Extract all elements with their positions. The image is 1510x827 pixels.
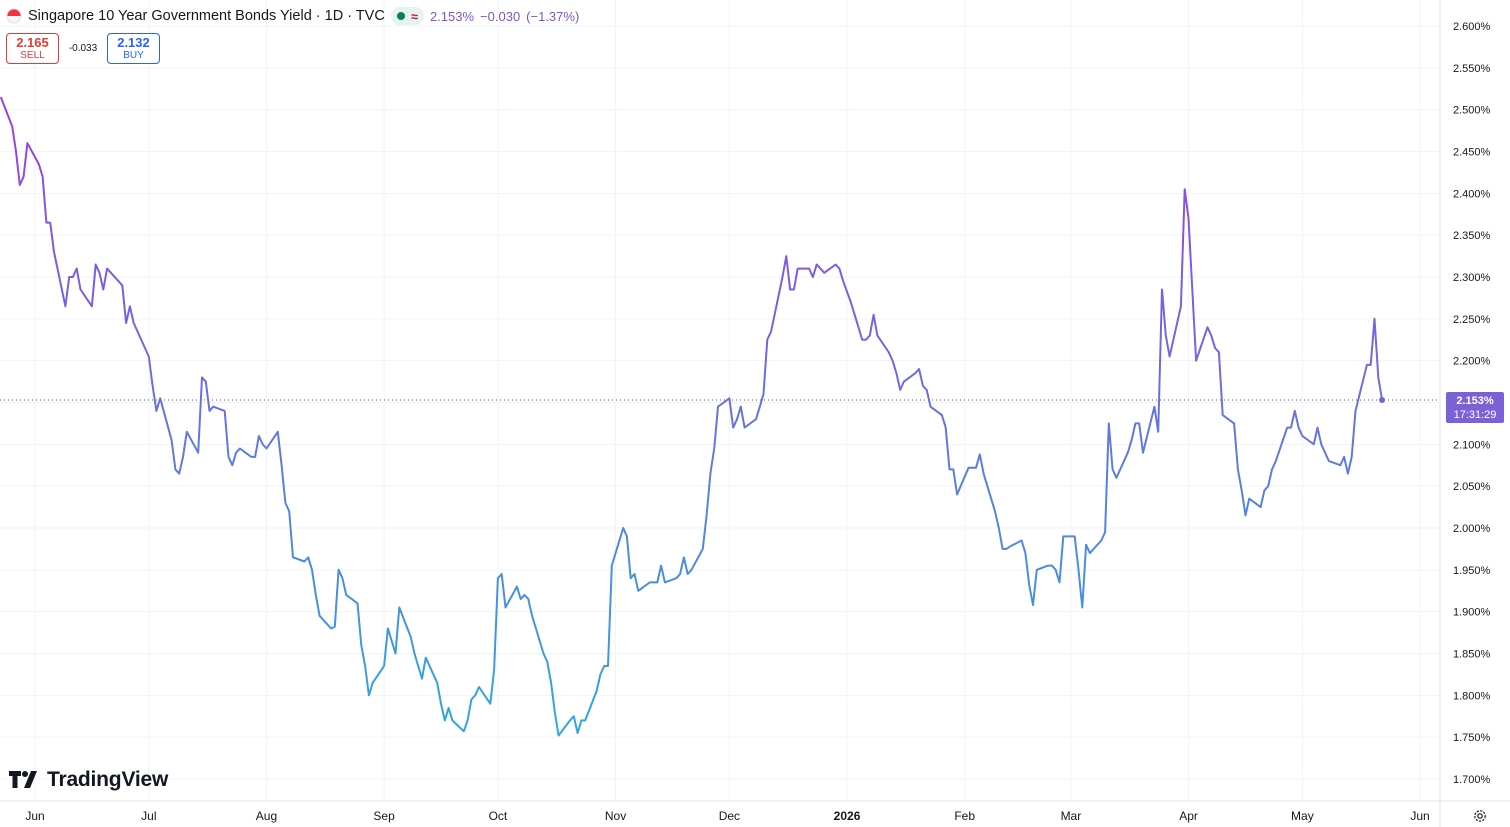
y-tick-label: 1.950% xyxy=(1453,565,1491,577)
y-tick-label: 1.750% xyxy=(1453,732,1491,744)
status-pill[interactable]: ≈ xyxy=(390,7,424,25)
legend-last-value: 2.153% xyxy=(429,8,475,24)
y-tick-label: 2.600% xyxy=(1453,21,1491,33)
series-line xyxy=(0,96,1384,737)
y-tick-label: 2.500% xyxy=(1453,105,1491,117)
x-tick-label: Feb xyxy=(954,809,975,823)
x-axis: Jun Jul Aug Sep Oct Nov Dec 2026 Feb Mar Apr May Jun xyxy=(25,809,1429,823)
y-tick-label: 2.350% xyxy=(1453,230,1491,242)
tradingview-logo-icon xyxy=(9,771,37,788)
y-tick-label: 2.250% xyxy=(1453,314,1491,326)
y-tick-label: 2.400% xyxy=(1453,188,1491,200)
legend-change-pct: (−1.37%) xyxy=(526,8,580,24)
bar-countdown: 17:31:29 xyxy=(1453,408,1497,421)
x-tick-label: Apr xyxy=(1179,809,1198,823)
x-tick-label: May xyxy=(1291,809,1314,823)
y-tick-label: 1.900% xyxy=(1453,607,1491,619)
last-price-dot xyxy=(1379,396,1386,403)
x-tick-label: Nov xyxy=(605,809,626,823)
x-tick-label: Jun xyxy=(1410,809,1429,823)
y-tick-label: 2.050% xyxy=(1453,481,1491,493)
buy-label: BUY xyxy=(123,49,144,61)
y-tick-label: 2.550% xyxy=(1453,63,1491,75)
y-tick-label: 2.000% xyxy=(1453,523,1491,535)
trade-panel: 2.165 SELL -0.033 2.132 BUY xyxy=(6,33,160,64)
x-tick-label: Sep xyxy=(373,809,395,823)
legend: Singapore 10 Year Government Bonds Yield… xyxy=(6,4,579,28)
market-open-dot-icon xyxy=(396,12,405,20)
legend-change: −0.030 xyxy=(480,8,521,24)
last-price-tag: 2.153% 17:31:29 xyxy=(1446,391,1504,423)
y-tick-label: 1.700% xyxy=(1453,774,1491,786)
x-tick-label: Oct xyxy=(489,809,508,823)
x-tick-label: 2026 xyxy=(834,809,861,823)
y-tick-label: 2.100% xyxy=(1453,439,1491,451)
sell-label: SELL xyxy=(20,49,45,61)
approx-icon: ≈ xyxy=(410,8,418,24)
gear-icon[interactable] xyxy=(1472,808,1488,824)
logo-text: TradingView xyxy=(47,768,169,791)
sell-button[interactable]: 2.165 SELL xyxy=(6,33,59,64)
x-tick-label: Aug xyxy=(256,809,277,823)
y-tick-label: 2.450% xyxy=(1453,147,1491,159)
x-tick-label: Dec xyxy=(719,809,740,823)
sell-price: 2.165 xyxy=(16,34,49,50)
y-tick-label: 2.200% xyxy=(1453,356,1491,368)
y-tick-label: 1.850% xyxy=(1453,649,1491,661)
last-price-tag-value: 2.153% xyxy=(1456,394,1494,407)
y-tick-label: 1.800% xyxy=(1453,690,1491,702)
buy-button[interactable]: 2.132 BUY xyxy=(107,33,160,64)
y-tick-label: 2.300% xyxy=(1453,272,1491,284)
symbol-title[interactable]: Singapore 10 Year Government Bonds Yield… xyxy=(28,8,385,24)
x-tick-label: Jun xyxy=(25,809,44,823)
buy-price: 2.132 xyxy=(117,34,150,50)
tradingview-logo[interactable]: TradingView xyxy=(9,768,168,792)
spread-value: -0.033 xyxy=(68,43,98,54)
x-tick-label: Jul xyxy=(141,809,156,823)
singapore-flag-icon xyxy=(6,8,22,24)
x-tick-label: Mar xyxy=(1061,809,1082,823)
